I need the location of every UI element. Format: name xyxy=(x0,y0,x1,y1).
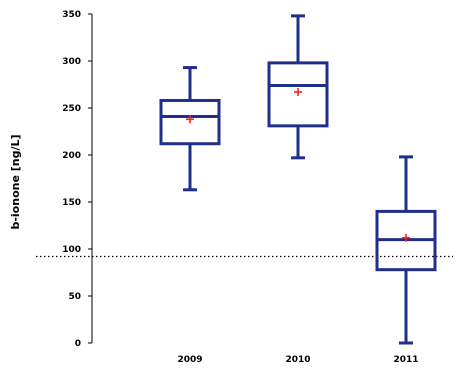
box-2009 xyxy=(159,66,221,192)
y-axis-title: b-ionone [ng/L] xyxy=(9,134,22,229)
x-axis: 2009 2010 2011 xyxy=(177,355,418,365)
y-tick-label: 0 xyxy=(75,339,81,349)
y-tick-label: 250 xyxy=(62,104,81,114)
box-2010 xyxy=(267,14,329,160)
y-tick-label: 50 xyxy=(68,292,81,302)
y-axis: 0 50 100 150 200 250 300 350 xyxy=(62,10,93,349)
y-tick-label: 350 xyxy=(62,10,81,20)
iqr-box xyxy=(159,98,221,146)
x-tick-label: 2009 xyxy=(177,355,202,365)
box-2011 xyxy=(375,155,437,345)
y-tick-label: 300 xyxy=(62,57,81,67)
y-tick-label: 150 xyxy=(62,198,81,208)
iqr-box xyxy=(267,61,329,128)
x-tick-label: 2010 xyxy=(285,355,310,365)
y-tick-label: 100 xyxy=(62,245,81,255)
boxes-group xyxy=(159,14,437,345)
y-tick-label: 200 xyxy=(62,151,81,161)
x-tick-label: 2011 xyxy=(393,355,418,365)
